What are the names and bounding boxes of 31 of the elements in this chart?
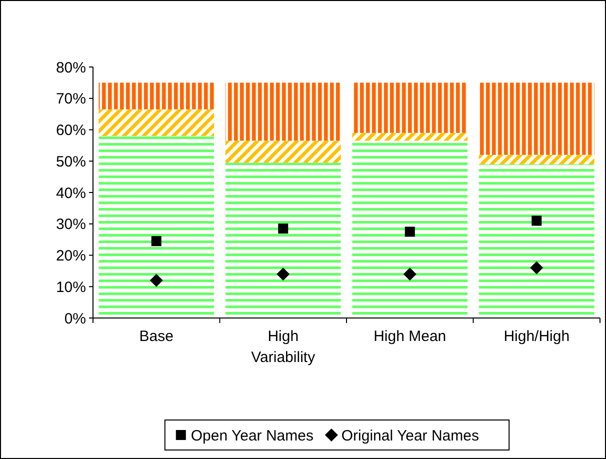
bar: [98, 82, 214, 110]
bar: [478, 82, 594, 155]
bar: [225, 82, 341, 141]
bar: [478, 154, 594, 164]
point: [532, 216, 542, 226]
legend-label: Original Year Names: [341, 427, 479, 444]
y-tick-label: 40%: [56, 184, 86, 202]
bar: [352, 82, 468, 133]
x-tick-label: High Variability: [251, 328, 316, 366]
y-tick-label: 20%: [56, 248, 86, 264]
y-tick-label: 10%: [56, 278, 86, 296]
x-tick-label: High/High: [504, 328, 570, 345]
y-tick-label: 50%: [56, 153, 86, 170]
x-tick-label: Base: [139, 328, 174, 345]
x-tick-label: High Mean: [374, 328, 446, 345]
bar: [352, 132, 468, 141]
y-tick-label: 70%: [56, 90, 86, 108]
point: [404, 226, 415, 237]
y-tick-label: 60%: [56, 122, 86, 139]
point: [151, 236, 162, 246]
point: [278, 224, 288, 234]
bar: [225, 140, 341, 163]
legend-label: Open Year Names: [190, 427, 314, 444]
point: [530, 261, 544, 274]
y-tick-label: 80%: [56, 59, 86, 76]
point: [150, 274, 163, 287]
point: [403, 268, 416, 281]
point: [276, 268, 290, 281]
y-tick-label: 0%: [64, 310, 86, 328]
y-tick-label: 30%: [56, 216, 86, 234]
bar: [98, 109, 214, 136]
